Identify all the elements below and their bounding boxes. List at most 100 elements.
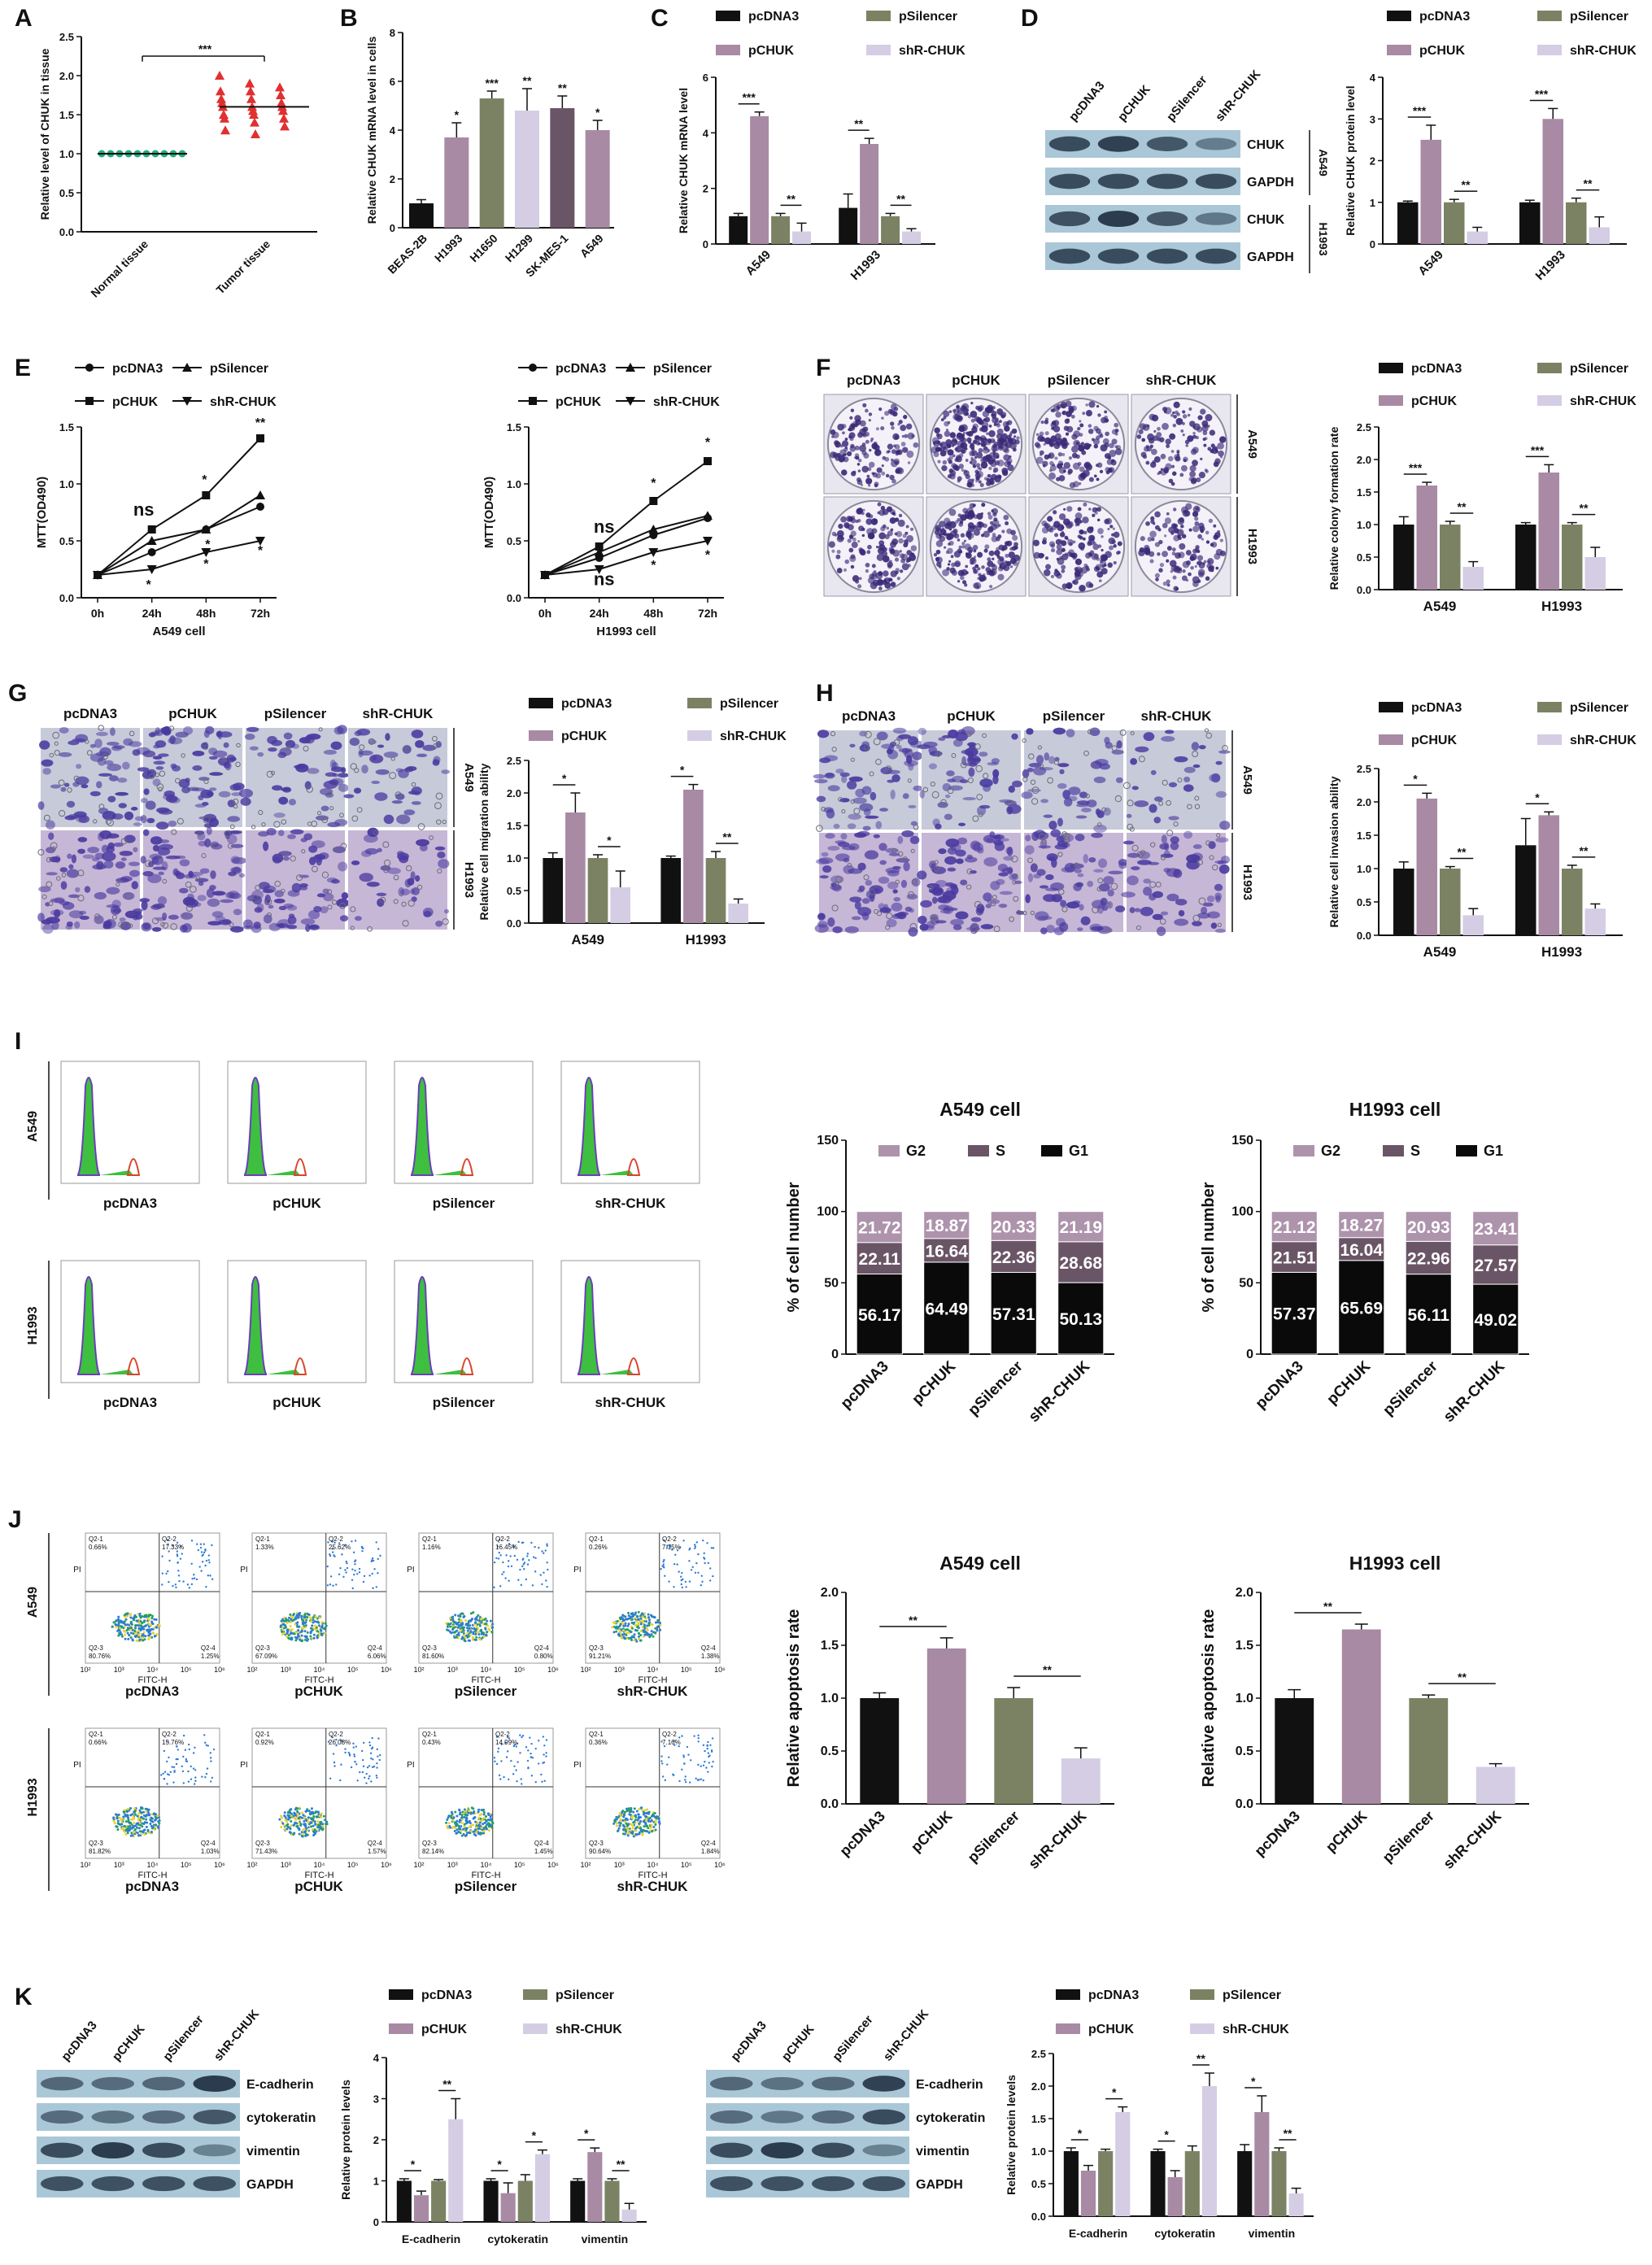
dotplot-A549-pSilencer-event (454, 1614, 457, 1617)
y-tick-label: 1.5 (1357, 830, 1371, 842)
F-plate-H1993-2-colony (1111, 533, 1114, 537)
image-column-label: pcDNA3 (847, 372, 900, 388)
G-stain-H1993-2-cell (277, 830, 285, 837)
point-tumor (276, 90, 286, 99)
data-label: 22.96 (1407, 1249, 1450, 1268)
H-stain-A549-0-cell (862, 825, 871, 831)
F-plate-H1993-0-colony (871, 528, 878, 534)
H-stain-A549-2-cell (1116, 740, 1122, 749)
H-stain-H1993-1-pore (934, 865, 940, 872)
G-stain-H1993-3-cell (438, 859, 450, 869)
G-stain-H1993-1-pore (162, 922, 169, 929)
point-pSilencer (201, 525, 211, 534)
F-plate-H1993-2-colony (1095, 566, 1100, 571)
F-plate-H1993-2-colony (1109, 525, 1114, 529)
dotplot-H1993-pCHUK-event (296, 1807, 299, 1810)
H-stain-A549-1-cell (1006, 806, 1013, 815)
G-stain-H1993-3-cell (443, 908, 450, 914)
x-tick-label: 10² (413, 1666, 424, 1674)
H-stain-H1993-1-cell (935, 920, 947, 924)
blot-lane-label: shR-CHUK (1213, 68, 1263, 124)
dotplot-H1993-pcDNA3-event (188, 1743, 190, 1746)
F-plate-H1993-1-colony (957, 569, 965, 577)
G-stain-H1993-0-cell (115, 861, 126, 869)
y-tick-label: 0 (831, 1348, 839, 1361)
G-stain-A549-2-cell (323, 780, 338, 789)
point-shR-CHUK (255, 537, 265, 546)
G-stain-H1993-2-pore (321, 871, 329, 878)
G-stain-H1993-1-cell (197, 895, 207, 901)
G-stain-H1993-1-cell (206, 826, 212, 835)
dotplot-A549-shR-CHUK-event (612, 1621, 615, 1624)
dotplot-H1993-pcDNA3-event (133, 1807, 137, 1810)
dotplot-H1993-pcDNA3-event (177, 1749, 180, 1751)
dotplot-A549-shR-CHUK-event (697, 1571, 700, 1575)
dotplot-A549-pSilencer-event (446, 1625, 449, 1628)
G-stain-A549-1-pore (181, 753, 185, 758)
F-plate-H1993-1-colony (966, 507, 974, 515)
significance-mark-A549-1: *** (742, 91, 756, 104)
F-plate-A549-2-colony (1073, 430, 1081, 438)
dotplot-H1993-pcDNA3-event (142, 1829, 146, 1832)
point-pCHUK (147, 525, 156, 534)
F-plate-A549-3-colony (1151, 448, 1157, 455)
G-stain-H1993-0-cell (51, 921, 59, 930)
F-plate-A549-3-colony (1166, 444, 1170, 448)
G-stain-A549-0-pore (73, 775, 80, 782)
G-stain-A549-1-cell (200, 789, 214, 799)
dotplot-A549-pcDNA3-event (155, 1626, 158, 1629)
F-plate-H1993-0-colony (882, 551, 888, 557)
dotplot-A549-pSilencer-event (499, 1554, 502, 1557)
bar-S-pCHUK (1338, 1237, 1385, 1261)
y-tick-label: 150 (817, 1134, 839, 1148)
dotplot-A549-pcDNA3-event (137, 1629, 141, 1632)
H-stain-H1993-3-pore (1209, 855, 1214, 860)
x-tick-label: 10⁵ (181, 1861, 192, 1869)
significance-mark-H1993-1: *** (1531, 443, 1545, 456)
series-line-pCHUK (544, 460, 708, 576)
blot-band-GAPDH-pSilencer (1146, 173, 1188, 189)
H-stain-H1993-3-cell (1214, 883, 1223, 891)
dotplot-A549-pCHUK-event (375, 1586, 378, 1588)
H-stain-H1993-1-cell (999, 891, 1013, 895)
F-plate-H1993-1-colony (973, 582, 979, 589)
significance-mark-A549-2: ** (1458, 500, 1467, 513)
H-stain-A549-0-cell (908, 762, 914, 771)
y-tick-label: 0.5 (1357, 551, 1371, 564)
F-plate-H1993-0-colony (865, 568, 870, 573)
dotplot-H1993-pcDNA3-event (124, 1820, 128, 1823)
x-tick-label: shR-CHUK (1026, 1357, 1094, 1426)
legend-label-pCHUK: pCHUK (1411, 394, 1457, 408)
F-plate-H1993-3-colony (1145, 521, 1150, 526)
G-stain-A549-3-pore (394, 791, 402, 799)
F-plate-A549-3-colony (1175, 417, 1183, 425)
y-axis-label: MTT(OD490) (35, 477, 49, 548)
dotplot-H1993-pCHUK-event (307, 1810, 311, 1813)
G-stain-A549-0-pore (54, 741, 59, 746)
F-plate-H1993-3-colony (1171, 551, 1176, 555)
y-axis-label: % of cell number (785, 1182, 803, 1312)
H-stain-A549-1-cell (976, 806, 987, 816)
legend-swatch-pCHUK (1379, 734, 1403, 745)
G-stain-H1993-2-pore (311, 865, 318, 873)
G-stain-A549-1-cell (160, 726, 171, 734)
dotplot-A549-shR-CHUK-event (710, 1547, 713, 1549)
G-stain-A549-3-cell (403, 809, 416, 816)
G-stain-H1993-1-cell (158, 871, 164, 876)
F-plate-H1993-0-colony (865, 562, 870, 568)
G-stain-H1993-0-cell (66, 869, 80, 878)
dotplot-A549-pCHUK-event (293, 1632, 296, 1636)
G-stain-H1993-2-cell (338, 861, 348, 872)
significance-mark-H1993-2: ** (896, 192, 905, 205)
image-column-label: pSilencer (1043, 708, 1105, 724)
quadrant-label: Q2-1 (89, 1731, 103, 1738)
dotplot-H1993-pcDNA3-event (122, 1810, 125, 1814)
dotplot-A549-shR-CHUK-event (663, 1566, 665, 1569)
G-stain-A549-0-cell (128, 741, 142, 747)
G-stain-A549-0-cell (66, 800, 76, 808)
G-stain-A549-2-pore (266, 770, 273, 778)
dotplot-H1993-pcDNA3-event (133, 1810, 137, 1813)
G-stain-A549-2-cell (319, 787, 333, 795)
legend-label-pCHUK: pCHUK (112, 395, 158, 409)
dotplot-A549-pCHUK-event (283, 1631, 286, 1635)
